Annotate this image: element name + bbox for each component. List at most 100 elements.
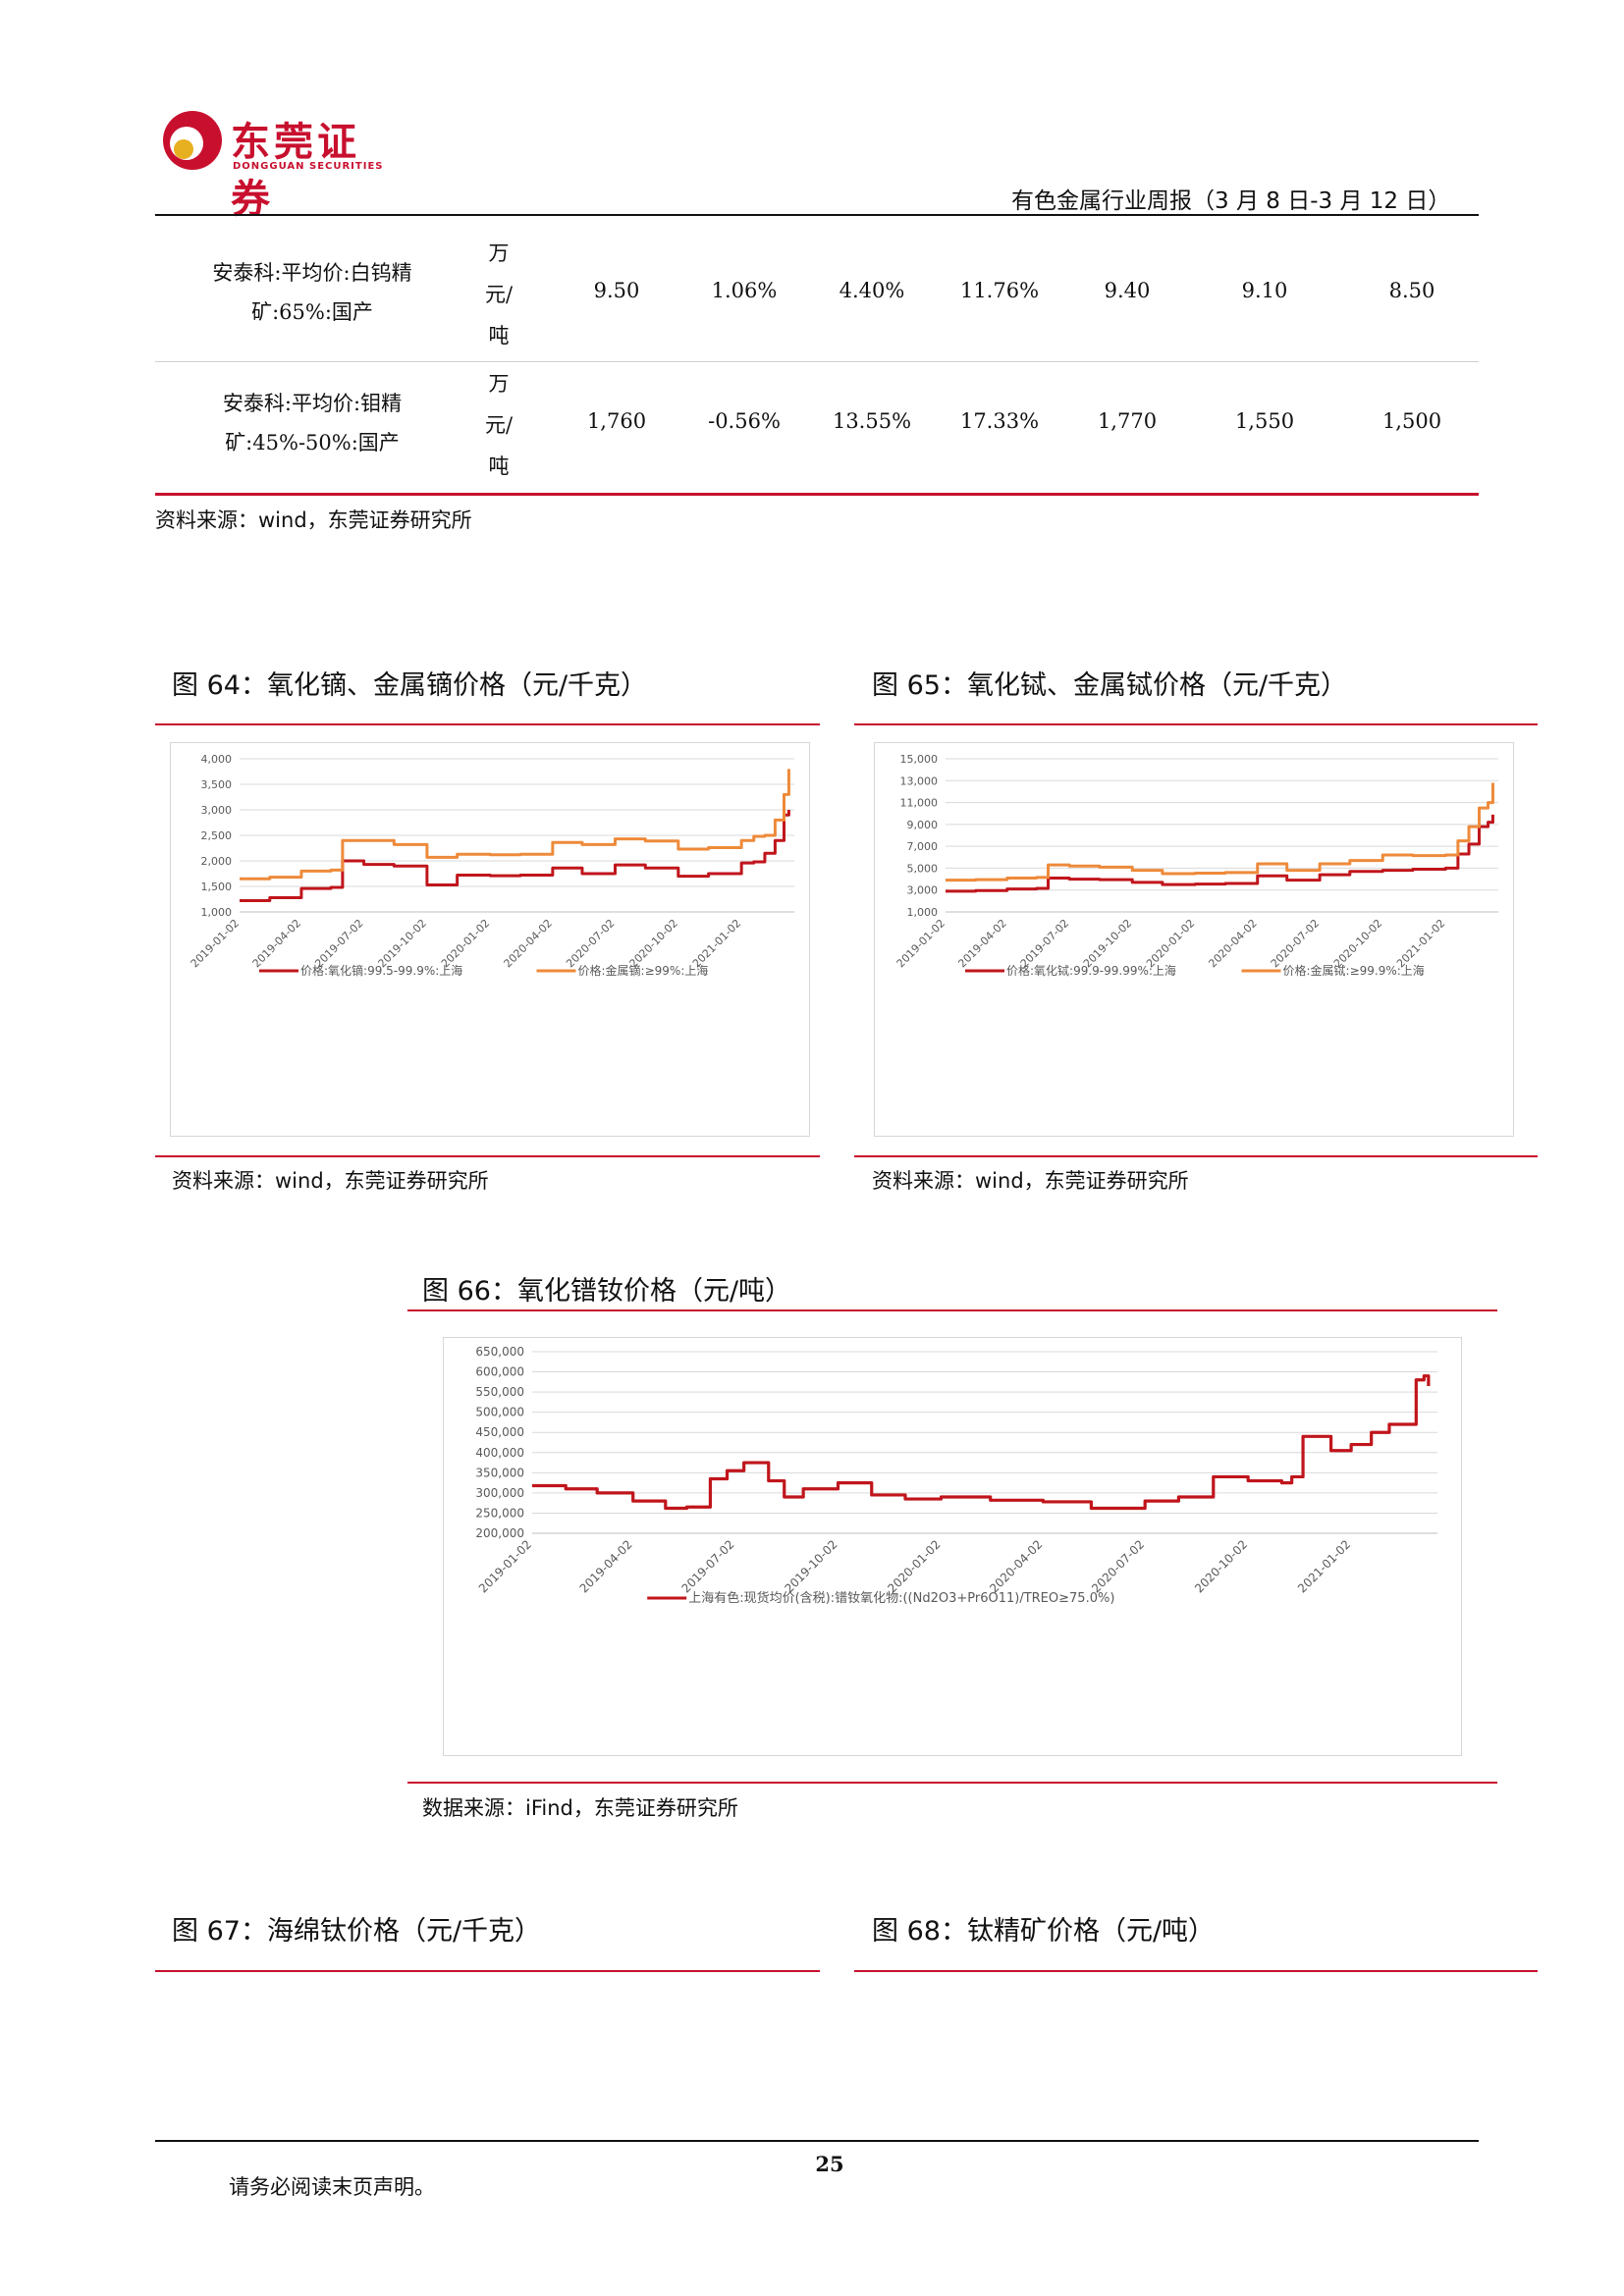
series-line [240,810,790,903]
figure-65-top-rule [854,723,1538,725]
footer-rule [155,2140,1479,2142]
logo-cn-text: 东莞证券 [231,120,360,222]
x-tick-label: 2020-01-02 [439,917,492,970]
y-tick-label: 13,000 [900,774,939,787]
figure-67-rule [155,1970,820,1972]
y-tick-label: 600,000 [475,1365,524,1379]
figure-64-top-rule [155,723,820,725]
figure-64-caption: 图 64：氧化镝、金属镝价格（元/千克） [172,670,648,701]
figure-66-source: 数据来源：iFind，东莞证券研究所 [422,1796,738,1820]
x-tick-label: 2020-10-02 [1331,917,1384,970]
row-value: 17.33% [959,409,1040,433]
series-line [946,814,1494,893]
row-value: 9.10 [1241,279,1288,302]
row-value: 1,770 [1097,409,1158,433]
chart-64-svg: 1,000 1,500 2,000 2,500 3,000 3,500 4,000 2019-… [189,753,794,978]
row-value: -0.56% [708,409,781,433]
row-value: 11.76% [959,279,1040,302]
figure-64-bottom-rule [155,1155,820,1157]
y-tick-label: 5,000 [907,862,939,875]
y-tick-label: 650,000 [475,1345,524,1359]
legend-label: 上海有色:现货均价(含税):镨钕氧化物:((Nd2O3+Pr6O11)/TREO… [688,1590,1114,1606]
page-number: 25 [815,2152,844,2176]
y-tick-label: 4,000 [201,753,233,766]
x-tick-label: 2020-04-02 [502,917,555,970]
x-tick-label: 2021-01-02 [1394,917,1447,970]
row-unit-1: 万 [488,372,510,396]
row-divider [155,361,1479,362]
series-line [946,782,1494,882]
row-value: 4.40% [839,279,905,302]
y-tick-label: 2,500 [201,829,233,842]
x-tick-label: 2021-01-02 [1295,1537,1353,1595]
x-tick-label: 2020-01-02 [885,1537,943,1595]
legend-label: 价格:金属铽:≥99.9%:上海 [1283,963,1425,978]
row-value: 9.40 [1104,279,1151,302]
x-tick-label: 2020-01-02 [1144,917,1197,970]
series-line [532,1374,1431,1511]
x-tick-label: 2019-01-02 [476,1537,534,1595]
logo-en-text: DONGGUAN SECURITIES [233,161,384,172]
row-unit-3: 吨 [488,324,510,347]
x-tick-label: 2019-07-02 [678,1537,736,1595]
figure-66-top-rule [407,1309,1497,1311]
logo-emblem-icon [163,111,222,170]
x-tick-label: 2019-04-02 [955,917,1008,970]
y-tick-label: 500,000 [475,1406,524,1419]
x-tick-label: 2020-07-02 [1089,1537,1147,1595]
x-tick-label: 2019-07-02 [312,917,365,970]
y-tick-label: 3,000 [907,884,939,897]
x-tick-label: 2020-04-02 [1206,917,1259,970]
y-tick-label: 350,000 [475,1466,524,1479]
row-value: 1,550 [1234,409,1295,433]
y-tick-label: 200,000 [475,1526,524,1540]
x-tick-label: 2019-04-02 [577,1537,635,1595]
figure-68-caption: 图 68：钛精矿价格（元/吨） [872,1916,1216,1947]
x-tick-label: 2021-01-02 [690,917,743,970]
x-tick-label: 2019-01-02 [189,917,242,970]
y-tick-label: 550,000 [475,1385,524,1399]
y-tick-label: 300,000 [475,1486,524,1500]
row-value: 9.50 [593,279,640,302]
x-tick-label: 2020-10-02 [1192,1537,1250,1595]
figure-65-bottom-rule [854,1155,1538,1157]
figure-65-chart: 1,000 3,000 5,000 7,000 9,000 11,000 13,000 15,… [874,742,1514,1137]
y-tick-label: 3,500 [201,778,233,791]
y-tick-label: 15,000 [900,753,939,766]
figure-65-caption: 图 65：氧化铽、金属铽价格（元/千克） [872,670,1348,701]
figure-67-caption: 图 67：海绵钛价格（元/千克） [172,1916,542,1947]
figure-64-source: 资料来源：wind，东莞证券研究所 [172,1169,489,1193]
table-bottom-rule [155,493,1479,496]
row-value: 1,760 [586,409,647,433]
row-value: 8.50 [1388,279,1435,302]
x-tick-label: 2019-10-02 [782,1537,839,1595]
x-tick-label: 2019-10-02 [1081,917,1134,970]
x-tick-label: 2020-07-02 [564,917,617,970]
legend-label: 价格:氧化镝:99.5-99.9%:上海 [300,963,462,978]
y-tick-label: 450,000 [475,1425,524,1439]
report-title: 有色金属行业周报（3 月 8 日-3 月 12 日） [1011,188,1451,214]
chart-65-svg: 1,000 3,000 5,000 7,000 9,000 11,000 13,000 15,… [894,753,1498,978]
row-unit-2: 元/ [484,413,514,437]
x-tick-label: 2020-04-02 [987,1537,1045,1595]
x-tick-label: 2020-10-02 [627,917,680,970]
x-tick-label: 2020-07-02 [1269,917,1322,970]
y-tick-label: 3,000 [201,804,233,817]
y-tick-label: 2,000 [201,855,233,868]
table-row: 安泰科:平均价:钼精 矿:45%-50%:国产 万 元/ 吨 1,760 -0.… [155,364,1479,492]
row-unit-1: 万 [488,241,510,265]
data-table: 安泰科:平均价:白钨精 矿:65%:国产 万 元/ 吨 9.50 1.06% 4… [155,234,1479,499]
table-source: 资料来源：wind，东莞证券研究所 [155,508,472,532]
y-tick-label: 7,000 [907,840,939,853]
row-unit-2: 元/ [484,283,514,306]
table-row: 安泰科:平均价:白钨精 矿:65%:国产 万 元/ 吨 9.50 1.06% 4… [155,234,1479,361]
header-rule [155,214,1479,216]
y-tick-label: 250,000 [475,1506,524,1520]
figure-66-chart: 200,000 250,000 300,000 350,000 400,000 450,0… [443,1337,1462,1756]
figure-64-chart: 1,000 1,500 2,000 2,500 3,000 3,500 4,000 2019-… [170,742,810,1137]
row-name-line2: 矿:45%-50%:国产 [225,431,400,454]
brand-logo: 东莞证券 DONGGUAN SECURITIES [162,106,398,222]
y-tick-label: 1,000 [907,906,939,919]
x-tick-label: 2019-10-02 [376,917,429,970]
figure-66-bottom-rule [407,1782,1497,1784]
